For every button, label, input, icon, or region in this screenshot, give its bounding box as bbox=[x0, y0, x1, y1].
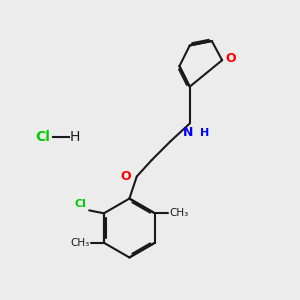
Text: CH₃: CH₃ bbox=[169, 208, 189, 218]
Text: O: O bbox=[121, 170, 131, 183]
Text: CH₃: CH₃ bbox=[70, 238, 89, 248]
Text: O: O bbox=[226, 52, 236, 65]
Text: Cl: Cl bbox=[35, 130, 50, 144]
Text: Cl: Cl bbox=[75, 199, 87, 209]
Text: H: H bbox=[200, 128, 209, 138]
Text: H: H bbox=[70, 130, 80, 144]
Text: N: N bbox=[183, 126, 194, 139]
